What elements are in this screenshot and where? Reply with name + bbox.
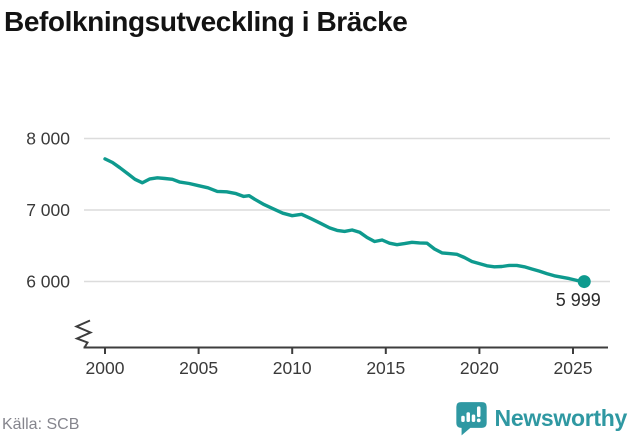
population-line-chart: 8 000 7 000 6 000 2000 2005 2010 2015 2020 2025 5… — [26, 129, 610, 378]
newsworthy-logo-icon — [455, 402, 487, 436]
chart-title: Befolkningsutveckling i Bräcke — [4, 6, 408, 37]
x-tick-label: 2000 — [86, 358, 125, 378]
population-line — [103, 157, 586, 284]
end-point-marker — [577, 275, 591, 289]
axis-break-icon — [74, 319, 93, 349]
y-tick-label: 6 000 — [26, 272, 70, 292]
x-tick-label: 2015 — [366, 358, 405, 378]
logo-barchart-glyph — [460, 406, 481, 423]
y-tick-label: 8 000 — [26, 129, 70, 149]
x-tick-label: 2020 — [460, 358, 499, 378]
end-value-label: 5 999 — [556, 290, 601, 310]
x-tick-label: 2010 — [273, 358, 312, 378]
newsworthy-logo: Newsworthy — [455, 401, 627, 436]
newsworthy-wordmark: Newsworthy — [494, 405, 628, 431]
source-label: Källa: SCB — [2, 416, 80, 433]
logo-bubble-shape — [455, 402, 487, 436]
x-tick-label: 2005 — [179, 358, 218, 378]
y-tick-label: 7 000 — [26, 200, 70, 220]
x-tick-label: 2025 — [554, 358, 593, 378]
